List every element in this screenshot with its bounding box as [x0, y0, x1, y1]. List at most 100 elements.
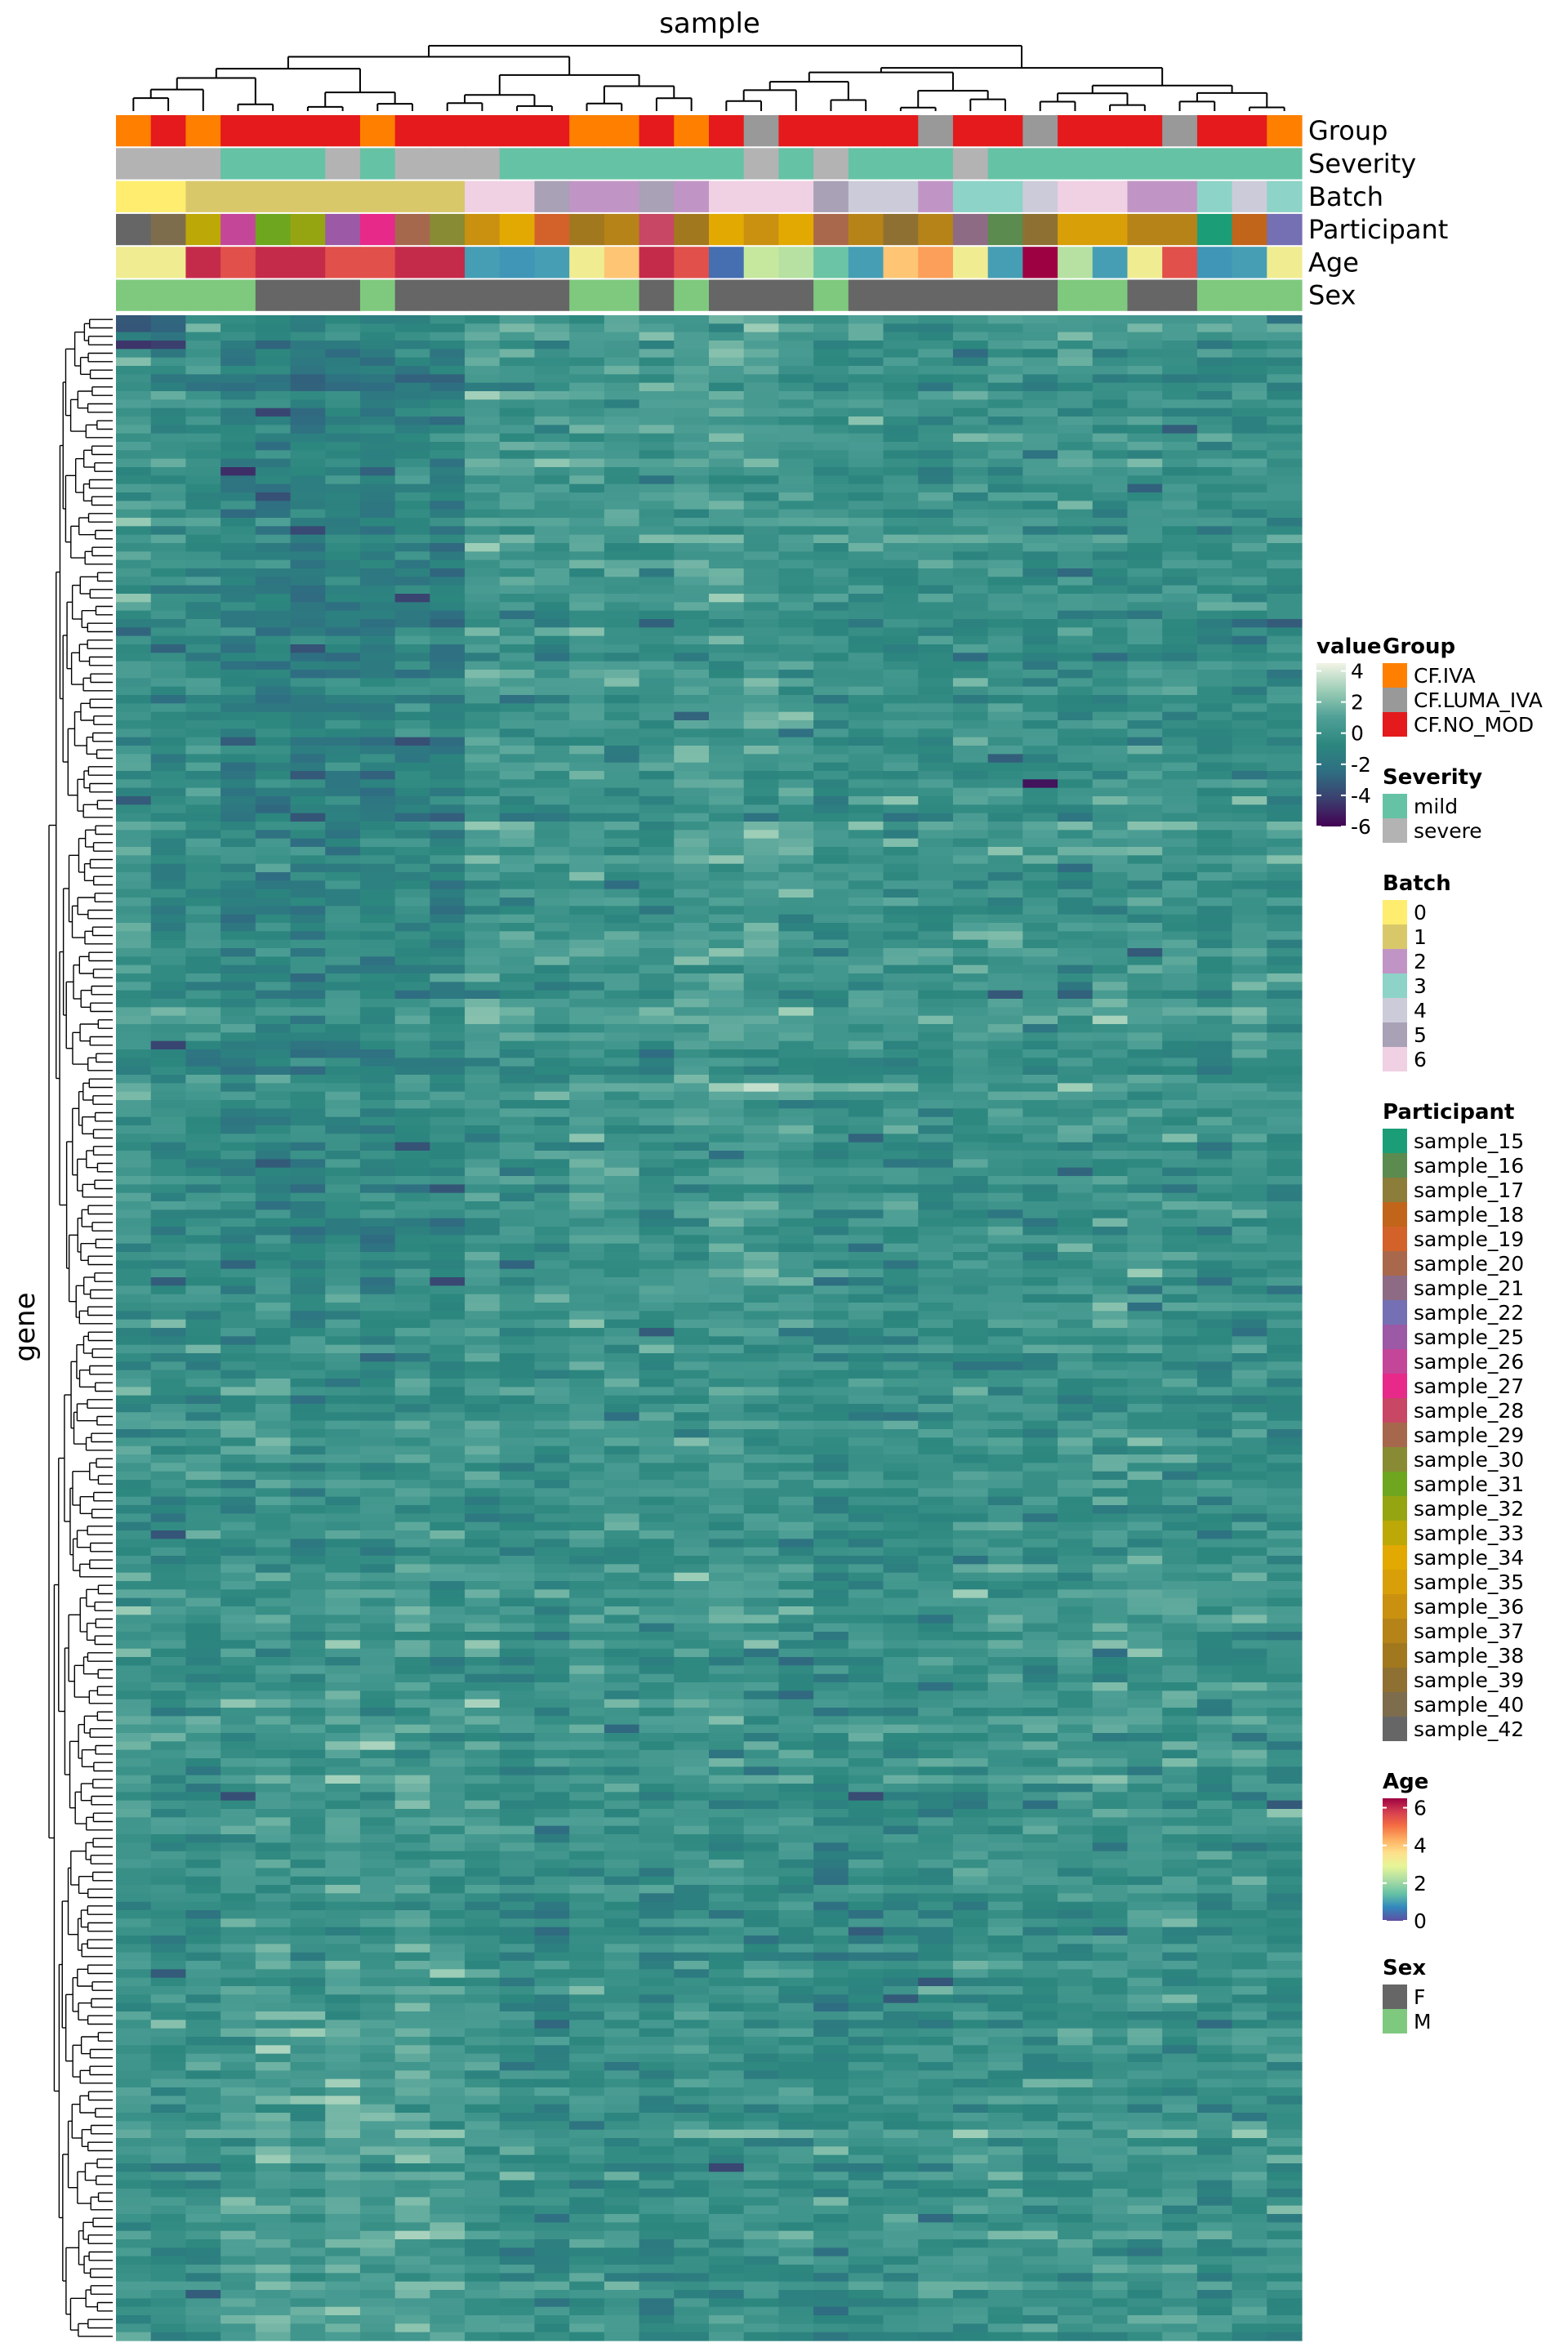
- heatmap-cell: [987, 847, 1023, 856]
- heatmap-cell: [639, 686, 675, 696]
- heatmap-cell: [604, 442, 640, 451]
- heatmap-cell: [778, 1184, 814, 1194]
- heatmap-cell: [674, 1260, 710, 1270]
- heatmap-cell: [499, 670, 536, 679]
- heatmap-cell: [1196, 1116, 1233, 1126]
- heatmap-cell: [185, 357, 221, 367]
- heatmap-cell: [255, 686, 292, 696]
- heatmap-cell: [848, 889, 884, 898]
- heatmap-cell: [918, 1125, 954, 1134]
- heatmap-cell: [1232, 568, 1267, 577]
- heatmap-cell: [185, 728, 221, 738]
- heatmap-cell: [430, 1151, 466, 1160]
- heatmap-cell: [743, 416, 780, 425]
- heatmap-cell: [1092, 585, 1129, 595]
- heatmap-cell: [709, 332, 745, 341]
- heatmap-cell: [952, 416, 989, 425]
- heatmap-cell: [1127, 1116, 1163, 1126]
- heatmap-cell: [987, 1285, 1023, 1295]
- heatmap-cell: [918, 323, 954, 333]
- heatmap-cell: [359, 610, 396, 620]
- heatmap-cell: [883, 822, 919, 831]
- heatmap-cell: [1127, 450, 1163, 460]
- heatmap-cell: [1058, 442, 1094, 451]
- heatmap-cell: [1162, 695, 1198, 704]
- heatmap-cell: [185, 1040, 221, 1050]
- heatmap-cell: [499, 501, 536, 510]
- heatmap-cell: [116, 830, 152, 840]
- heatmap-cell: [604, 602, 640, 612]
- annotation-cell-batch: [499, 180, 536, 212]
- heatmap-cell: [255, 956, 292, 966]
- heatmap-cell: [499, 543, 536, 552]
- heatmap-cell: [778, 1007, 814, 1017]
- heatmap-cell: [639, 1268, 675, 1278]
- heatmap-cell: [569, 1260, 605, 1270]
- heatmap-cell: [1232, 1083, 1267, 1093]
- heatmap-cell: [116, 568, 152, 577]
- heatmap-cell: [1022, 1167, 1058, 1177]
- heatmap-cell: [883, 1252, 919, 1261]
- heatmap-cell: [743, 467, 780, 476]
- heatmap-cell: [743, 1058, 780, 1067]
- heatmap-cell: [220, 737, 256, 746]
- heatmap-cell: [569, 1108, 605, 1118]
- heatmap-cell: [150, 1091, 187, 1101]
- heatmap-cell: [604, 1091, 640, 1101]
- heatmap-cell: [1092, 1184, 1129, 1194]
- heatmap-cell: [883, 619, 919, 628]
- heatmap-cell: [639, 1083, 675, 1093]
- heatmap-cell: [883, 323, 919, 333]
- heatmap-cell: [534, 585, 570, 595]
- heatmap-cell: [255, 1151, 292, 1160]
- heatmap-cell: [848, 956, 884, 966]
- heatmap-cell: [150, 695, 187, 704]
- heatmap-cell: [1196, 948, 1233, 957]
- heatmap-cell: [1162, 1125, 1198, 1134]
- heatmap-cell: [639, 1159, 675, 1169]
- heatmap-cell: [1267, 602, 1303, 612]
- heatmap-cell: [1267, 880, 1303, 890]
- annotation-cell-participant: [534, 213, 570, 246]
- heatmap-cell: [116, 863, 152, 873]
- heatmap-cell: [848, 534, 884, 544]
- heatmap-cell: [569, 1091, 605, 1101]
- heatmap-cell: [394, 568, 430, 577]
- heatmap-cell: [465, 804, 501, 814]
- heatmap-cell: [255, 382, 292, 392]
- heatmap-cell: [1162, 315, 1198, 324]
- annotation-cell-age: [465, 247, 501, 278]
- heatmap-cell: [290, 635, 326, 645]
- heatmap-cell: [813, 830, 849, 840]
- heatmap-cell: [918, 492, 954, 501]
- heatmap-cell: [1162, 1277, 1198, 1286]
- heatmap-cell: [325, 939, 361, 949]
- heatmap-cell: [359, 526, 396, 536]
- heatmap-cell: [604, 771, 640, 780]
- heatmap-cell: [534, 771, 570, 780]
- heatmap-cell: [430, 990, 466, 1000]
- annotation-cell-sex: [290, 279, 326, 311]
- heatmap-cell: [1092, 889, 1129, 898]
- heatmap-cell: [709, 408, 745, 417]
- heatmap-cell: [1127, 1040, 1163, 1050]
- heatmap-cell: [813, 1108, 849, 1118]
- annotation-cell-sex: [1058, 279, 1094, 311]
- heatmap-cell: [150, 1285, 187, 1295]
- heatmap-cell: [1092, 1142, 1129, 1152]
- heatmap-cell: [359, 1108, 396, 1118]
- heatmap-cell: [848, 1049, 884, 1058]
- heatmap-cell: [116, 1015, 152, 1025]
- heatmap-cell: [1058, 1184, 1094, 1194]
- heatmap-cell: [1232, 357, 1267, 367]
- heatmap-cell: [952, 1167, 989, 1177]
- heatmap-cell: [1127, 534, 1163, 544]
- heatmap-cell: [952, 374, 989, 384]
- heatmap-cell: [1092, 728, 1129, 738]
- heatmap-cell: [743, 653, 780, 662]
- heatmap-cell: [116, 914, 152, 924]
- heatmap-cell: [255, 534, 292, 544]
- heatmap-cell: [1058, 787, 1094, 797]
- heatmap-cell: [1058, 813, 1094, 822]
- heatmap-cell: [709, 711, 745, 721]
